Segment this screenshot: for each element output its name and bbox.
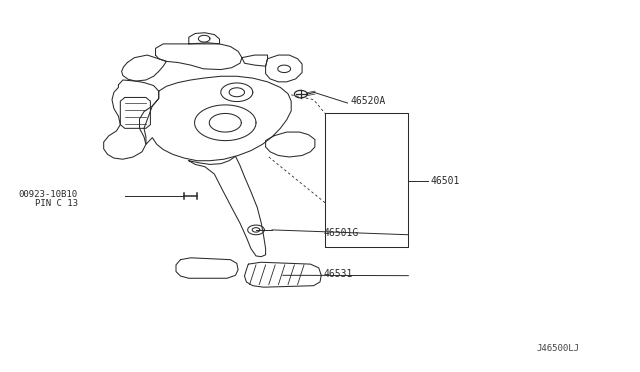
Text: 00923-10B10: 00923-10B10: [18, 190, 77, 199]
Text: 46501G: 46501G: [323, 228, 358, 238]
Text: 46531: 46531: [323, 269, 353, 279]
Text: J46500LJ: J46500LJ: [536, 344, 579, 353]
Text: 46520A: 46520A: [351, 96, 386, 106]
Text: 46501: 46501: [430, 176, 460, 186]
Text: PIN C 13: PIN C 13: [35, 199, 78, 208]
